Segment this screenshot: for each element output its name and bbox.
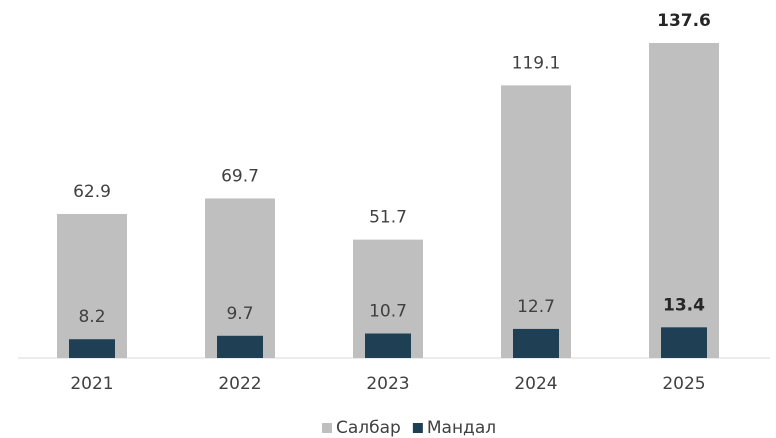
bar <box>217 335 263 358</box>
data-label: 69.7 <box>221 166 259 186</box>
data-label: 13.4 <box>663 295 705 315</box>
bar <box>513 328 559 358</box>
bar <box>661 327 707 358</box>
legend-label: Мандал <box>427 418 496 438</box>
x-tick-label: 2023 <box>366 374 409 394</box>
data-label: 51.7 <box>369 208 407 228</box>
data-label: 10.7 <box>369 302 407 322</box>
x-tick-label: 2025 <box>662 374 705 394</box>
legend-swatch <box>322 423 332 433</box>
data-label: 9.7 <box>226 304 253 324</box>
data-label: 12.7 <box>517 297 555 317</box>
data-label: 137.6 <box>657 11 711 31</box>
legend-swatch <box>412 423 423 433</box>
data-label: 62.9 <box>73 182 111 202</box>
bar <box>69 339 115 358</box>
x-tick-label: 2024 <box>514 374 557 394</box>
data-label: 119.1 <box>512 53 561 73</box>
bar <box>365 333 411 358</box>
bar <box>205 198 275 358</box>
data-label: 8.2 <box>78 307 105 327</box>
bar <box>501 85 571 359</box>
x-tick-label: 2021 <box>70 374 113 394</box>
x-tick-label: 2022 <box>218 374 261 394</box>
bar <box>649 43 719 358</box>
bar <box>57 214 127 358</box>
legend-label: Салбар <box>336 418 401 438</box>
